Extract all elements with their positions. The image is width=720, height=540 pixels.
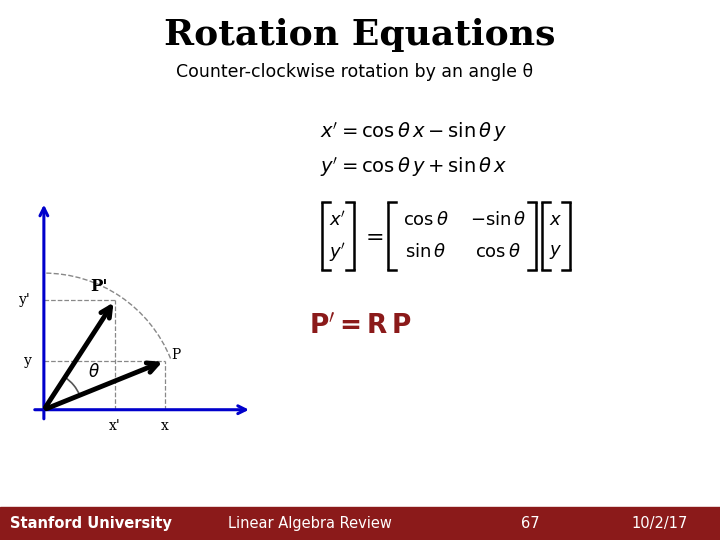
Text: $y$: $y$	[549, 243, 562, 261]
Text: $y'= \cos\theta\, y + \sin\theta\, x$: $y'= \cos\theta\, y + \sin\theta\, x$	[320, 155, 508, 179]
Text: $x'$: $x'$	[329, 211, 346, 229]
Text: $=$: $=$	[361, 226, 383, 246]
Text: $\cos\theta$: $\cos\theta$	[403, 211, 449, 229]
Text: x: x	[161, 419, 169, 433]
Text: Stanford University: Stanford University	[10, 516, 172, 531]
Text: $\theta$: $\theta$	[88, 363, 99, 381]
Text: Counter-clockwise rotation by an angle θ: Counter-clockwise rotation by an angle θ	[176, 63, 534, 81]
Text: 10/2/17: 10/2/17	[632, 516, 688, 531]
Text: $\mathbf{P' = R\,P}$: $\mathbf{P' = R\,P}$	[309, 312, 411, 338]
Text: y: y	[24, 354, 32, 368]
Text: Rotation Equations: Rotation Equations	[164, 18, 556, 52]
Text: $-\sin\theta$: $-\sin\theta$	[469, 211, 526, 229]
Text: $\cos\theta$: $\cos\theta$	[475, 243, 521, 261]
Text: Linear Algebra Review: Linear Algebra Review	[228, 516, 392, 531]
Text: P: P	[171, 348, 180, 362]
Text: $\sin\theta$: $\sin\theta$	[405, 243, 446, 261]
Text: P': P'	[90, 278, 107, 295]
Text: 67: 67	[521, 516, 539, 531]
Text: $x'= \cos\theta\, x - \sin\theta\, y$: $x'= \cos\theta\, x - \sin\theta\, y$	[320, 120, 508, 144]
Text: x': x'	[109, 419, 121, 433]
Bar	[0, 507, 720, 540]
Text: $x$: $x$	[549, 211, 562, 229]
Text: $y'$: $y'$	[329, 240, 346, 264]
Text: y': y'	[19, 293, 30, 307]
